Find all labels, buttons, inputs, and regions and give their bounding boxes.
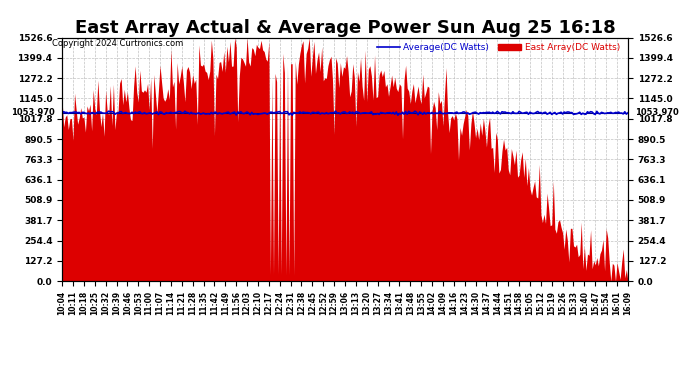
Text: Copyright 2024 Curtronics.com: Copyright 2024 Curtronics.com	[52, 39, 183, 48]
Text: 1053.970: 1053.970	[635, 108, 678, 117]
Title: East Array Actual & Average Power Sun Aug 25 16:18: East Array Actual & Average Power Sun Au…	[75, 20, 615, 38]
Legend: Average(DC Watts), East Array(DC Watts): Average(DC Watts), East Array(DC Watts)	[374, 40, 623, 56]
Text: 1053.970: 1053.970	[12, 108, 55, 117]
